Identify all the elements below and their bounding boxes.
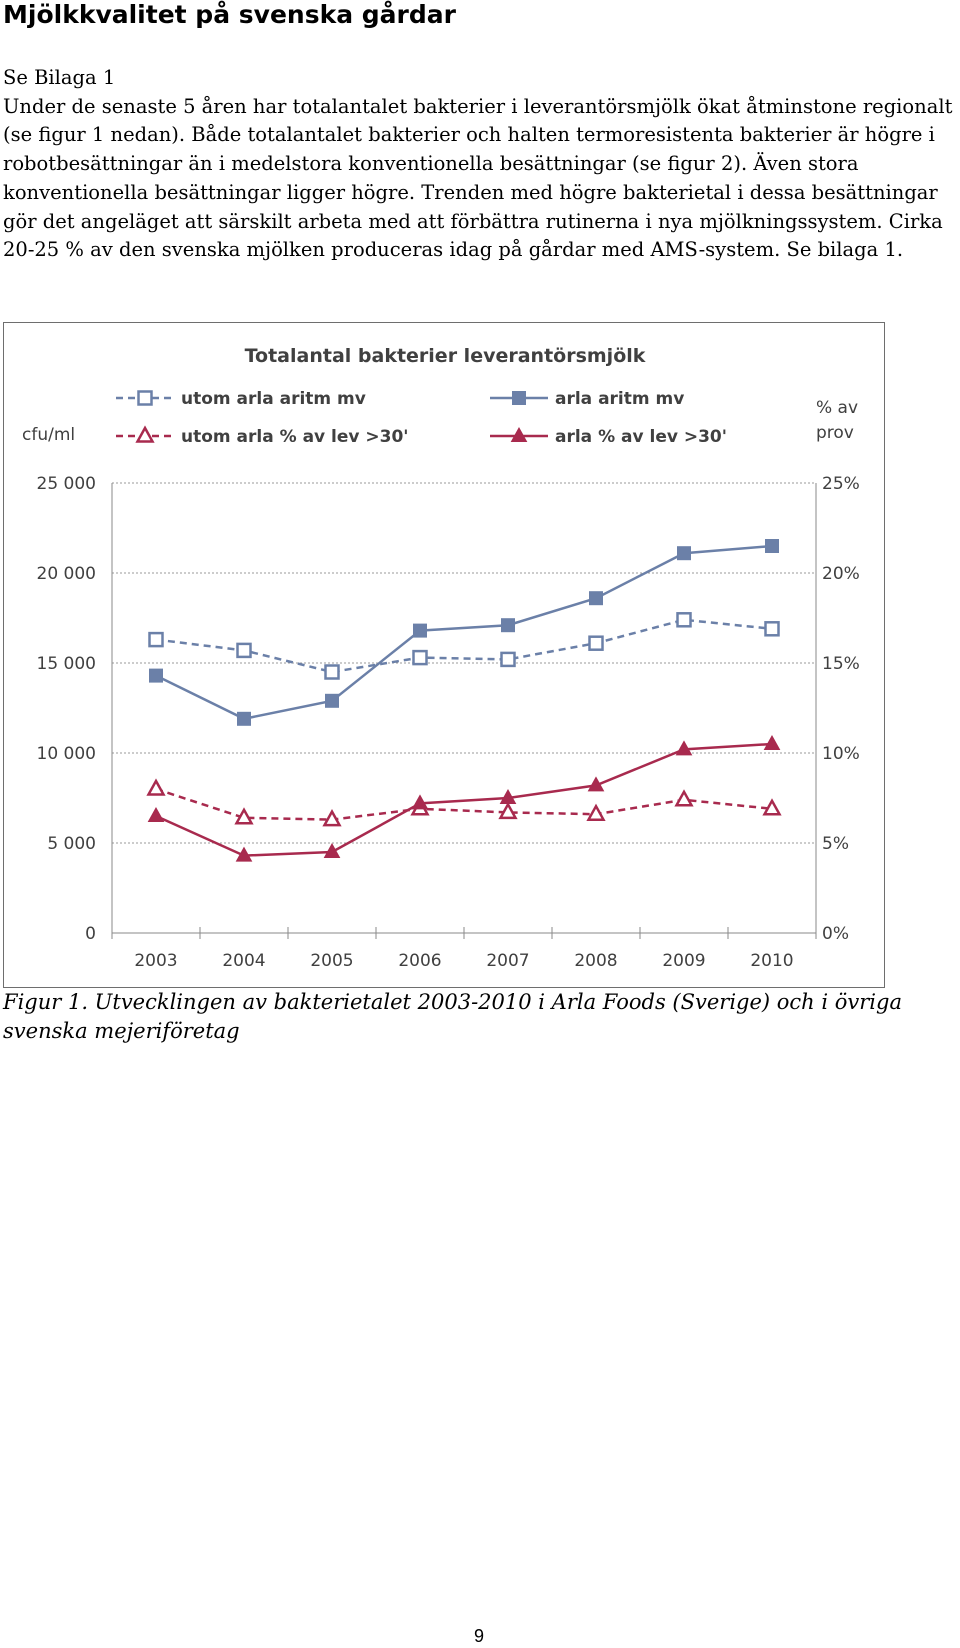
data-point — [237, 711, 251, 726]
x-tick-label: 2005 — [310, 951, 353, 971]
figure-caption: Figur 1. Utvecklingen av bakterietalet 2… — [3, 990, 902, 1043]
data-point — [147, 806, 165, 822]
data-point — [234, 807, 254, 825]
y-axis-label-right-line-0: % av — [816, 398, 858, 418]
appendix-reference: Se Bilaga 1 — [3, 66, 116, 89]
data-point — [323, 842, 341, 858]
y-tick-label-right: 0% — [822, 924, 849, 944]
y-tick-label-left: 20 000 — [37, 564, 96, 584]
data-point — [325, 693, 339, 708]
y-axis-label-right-line-1: prov — [816, 423, 854, 443]
legend-label: utom arla % av lev >30' — [181, 427, 409, 447]
data-point — [411, 794, 429, 810]
series-line-2 — [155, 787, 773, 821]
legend-label: arla aritm mv — [555, 389, 684, 409]
data-point — [587, 776, 605, 792]
data-point — [676, 612, 692, 628]
y-tick-label-left: 5 000 — [47, 834, 96, 854]
data-point — [677, 546, 691, 561]
y-tick-label-right: 5% — [822, 834, 849, 854]
body-text: Se Bilaga 1 Under de senaste 5 åren har … — [3, 64, 958, 265]
data-point — [499, 788, 517, 804]
series-line-1 — [155, 544, 773, 721]
data-point — [146, 778, 166, 796]
x-tick-label: 2004 — [222, 951, 265, 971]
data-point — [322, 809, 342, 827]
y-tick-label-right: 15% — [822, 654, 860, 674]
data-point — [501, 618, 515, 633]
data-point — [413, 623, 427, 638]
data-point — [765, 539, 779, 553]
data-point — [589, 591, 603, 606]
legend-marker — [510, 426, 528, 442]
data-point — [500, 651, 516, 668]
y-tick-label-left: 25 000 — [37, 474, 96, 494]
series-line-3 — [155, 742, 773, 857]
y-tick-label-right: 10% — [822, 744, 860, 764]
y-tick-label-right: 20% — [822, 564, 860, 584]
data-point — [675, 740, 693, 756]
page-number: 9 — [474, 1626, 485, 1646]
data-point — [412, 649, 428, 666]
body-paragraph: Under de senaste 5 åren har totalantalet… — [3, 94, 953, 262]
data-point — [498, 801, 518, 820]
chart-figure: Totalantal bakterier leverantörsmjölk cfu… — [3, 322, 885, 988]
data-point — [762, 798, 782, 816]
data-point — [588, 635, 604, 651]
legend-marker — [137, 390, 153, 406]
y-tick-label-left: 10 000 — [37, 744, 96, 764]
x-tick-label: 2007 — [486, 951, 529, 971]
legend-label: arla % av lev >30' — [555, 427, 727, 447]
x-tick-label: 2006 — [398, 951, 441, 971]
page-title: Mjölkkvalitet på svenska gårdar — [3, 0, 456, 29]
x-tick-label: 2010 — [750, 951, 793, 971]
data-point — [324, 664, 340, 680]
data-point — [674, 789, 694, 807]
data-point — [586, 803, 606, 821]
x-tick-label: 2009 — [662, 951, 705, 971]
x-tick-label: 2003 — [134, 951, 177, 971]
data-point — [763, 734, 781, 750]
x-tick-label: 2008 — [574, 951, 617, 971]
data-point — [235, 846, 253, 862]
y-tick-label-left: 0 — [85, 924, 96, 944]
data-point — [149, 668, 163, 683]
legend-label: utom arla aritm mv — [181, 389, 366, 409]
data-point — [764, 621, 780, 637]
legend-marker — [512, 391, 526, 405]
data-point — [236, 642, 252, 659]
chart-title: Totalantal bakterier leverantörsmjölk — [245, 345, 646, 367]
y-axis-label-left: cfu/ml — [22, 425, 75, 445]
legend-marker — [135, 425, 155, 443]
y-tick-label-right: 25% — [822, 474, 860, 494]
bacteria-line-chart: Totalantal bakterier leverantörsmjölk cfu… — [22, 345, 860, 971]
series-line-0 — [155, 618, 773, 674]
y-tick-label-left: 15 000 — [37, 654, 96, 674]
data-point — [148, 631, 164, 648]
